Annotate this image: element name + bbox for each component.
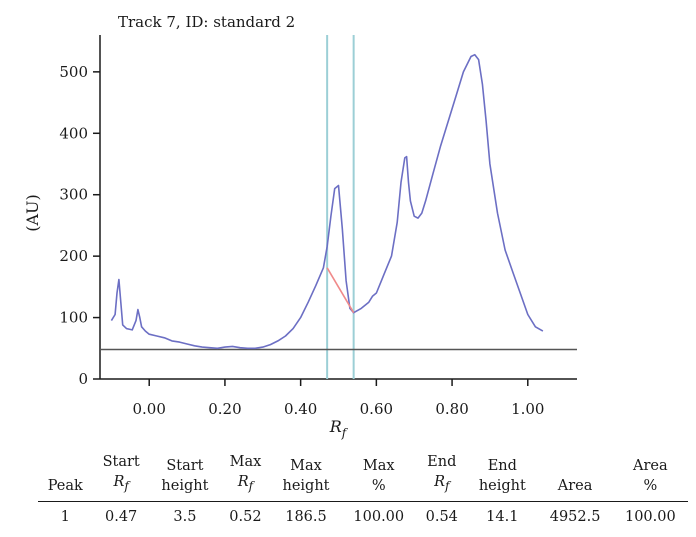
column-header: Area%: [613, 452, 688, 501]
y-tick-label: 500: [59, 63, 88, 81]
column-header-top: [540, 456, 609, 476]
column-header-top: Max: [290, 457, 322, 474]
x-axis-label: Rf: [329, 417, 349, 440]
table-cell: 100.00: [341, 500, 417, 527]
table-cell: 0.47: [92, 500, 150, 527]
column-header-bottom: %: [643, 477, 658, 494]
table-row: 1 0.47 3.5 0.52 186.5 100.00 0.54 14.1 4952.5 100…: [38, 500, 688, 527]
x-tick-label: 0.20: [208, 400, 241, 418]
x-tick-label: 0.40: [284, 400, 317, 418]
column-header-top: Start: [102, 454, 140, 470]
table-cell: 1: [38, 500, 93, 527]
table-cell: 0.54: [416, 500, 468, 527]
column-header: End height: [467, 452, 537, 501]
x-axis-label-sub: f: [341, 426, 349, 440]
column-header-bottom: height: [478, 477, 526, 494]
column-header: Max height: [271, 452, 341, 501]
column-header: Max Rf: [220, 452, 271, 501]
column-header-main: R: [434, 474, 445, 490]
column-header-top: Max: [229, 454, 262, 470]
column-header-top: Max: [362, 457, 395, 474]
y-tick-label: 200: [59, 247, 88, 265]
column-header-bottom: height: [161, 477, 209, 494]
x-tick-label: 0.60: [360, 400, 393, 418]
column-header: Max%: [341, 452, 416, 501]
column-header-sub: f: [248, 478, 254, 493]
table-cell: 186.5: [270, 500, 342, 527]
table-cell: 3.5: [149, 500, 221, 527]
y-axis-ticks: 0 100 200 300 400 500: [59, 63, 100, 388]
y-tick-label: 100: [59, 309, 88, 327]
table-cell: 4952.5: [537, 500, 613, 527]
x-axis-label-main: R: [329, 417, 342, 436]
chromatogram-chart: Track 7, ID: standard 2 0 100 200 300 400 500…: [23, 13, 577, 440]
column-header: Area: [537, 452, 612, 501]
table-cell: 14.1: [467, 500, 538, 527]
y-axis-label: (AU): [23, 194, 42, 232]
column-header-bottom: Area: [557, 477, 593, 494]
plot-area: [100, 35, 577, 379]
column-header-bottom: Rf: [419, 472, 464, 496]
column-header-bottom: height: [282, 477, 330, 494]
column-header-bottom: Rf: [223, 472, 268, 496]
column-header-bottom: %: [371, 477, 386, 494]
column-header-main: R: [237, 474, 249, 490]
peak-table: Peak Start Rf Start height Max Rf Max height Max%…: [38, 452, 688, 527]
table-body: 1 0.47 3.5 0.52 186.5 100.00 0.54 14.1 4952.5 100…: [38, 500, 688, 527]
x-axis-ticks: 0.00 0.20 0.40 0.60 0.80 1.00: [133, 379, 544, 418]
column-header-main: R: [113, 474, 125, 490]
y-tick-label: 300: [59, 186, 88, 204]
column-header: Peak: [38, 452, 93, 501]
column-header-top: Area: [633, 457, 668, 474]
axes: [99, 35, 577, 380]
column-header-top: End: [487, 457, 517, 474]
column-header: End Rf: [416, 452, 467, 501]
y-tick-label: 0: [78, 370, 88, 388]
peak-baseline-segment: [326, 267, 355, 314]
column-header-bottom: Peak: [47, 477, 83, 494]
y-tick-label: 400: [59, 124, 88, 142]
column-header-sub: f: [445, 478, 450, 493]
x-tick-label: 0.80: [435, 400, 468, 418]
column-header-top: End: [427, 454, 457, 470]
x-tick-label: 0.00: [133, 400, 166, 418]
table-cell: 100.00: [612, 500, 688, 527]
column-header: Start height: [150, 452, 220, 501]
column-header-sub: f: [124, 478, 129, 493]
chart-title: Track 7, ID: standard 2: [118, 13, 295, 31]
column-header: Start Rf: [93, 452, 150, 501]
column-header-top: Start: [166, 457, 204, 474]
column-header-top: [41, 456, 90, 476]
table-cell: 0.52: [220, 500, 271, 527]
table-header-row: Peak Start Rf Start height Max Rf Max height Max%…: [38, 452, 688, 501]
column-header-bottom: Rf: [96, 472, 147, 496]
series-line: [110, 53, 544, 350]
x-tick-label: 1.00: [511, 400, 544, 418]
